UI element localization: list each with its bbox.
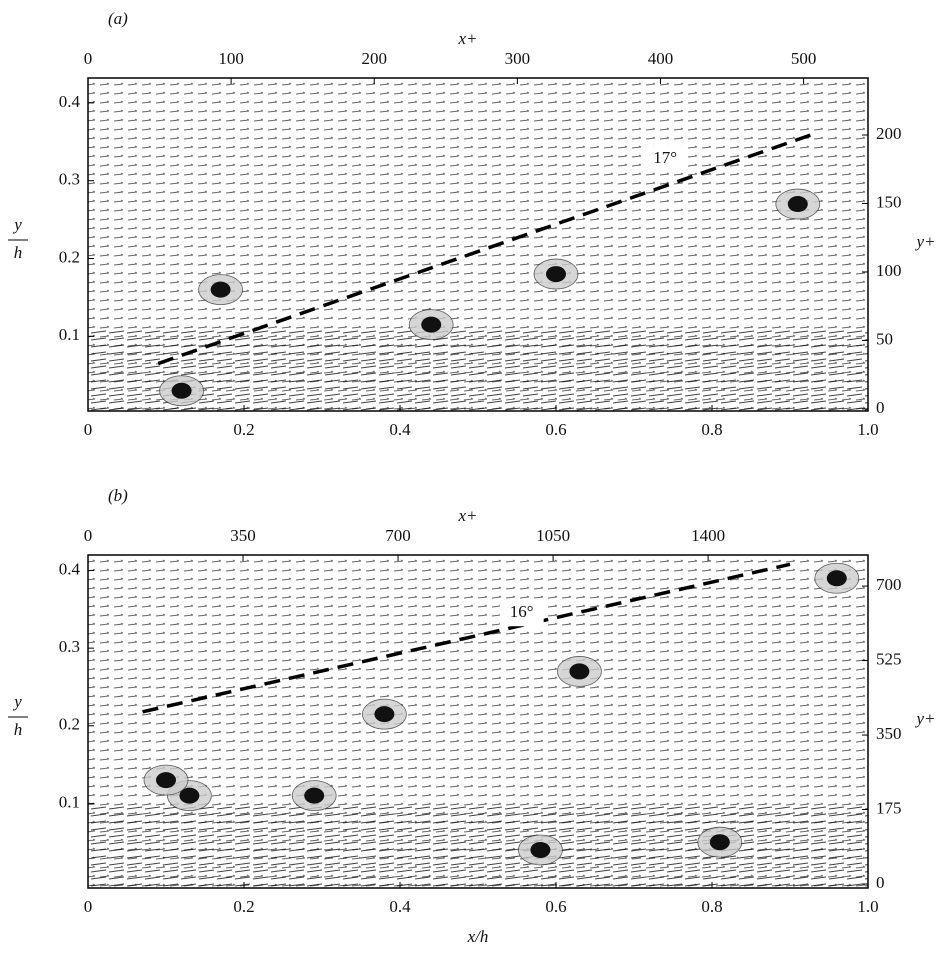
x-axis-label: x/h [467, 927, 489, 946]
x2-tick-label: 700 [385, 526, 411, 545]
vortex-core [826, 570, 847, 587]
x-tick-label: 0.6 [545, 897, 566, 916]
y-tick-label: 0.1 [59, 325, 80, 344]
y2-tick-label: 525 [876, 649, 902, 668]
x-tick-label: 0.8 [701, 897, 722, 916]
dashed-line [157, 132, 814, 366]
y-tick-label: 0.1 [59, 792, 80, 811]
vortex-core [709, 834, 730, 851]
x2-tick-label: 0 [84, 526, 93, 545]
x2-axis-label: x+ [457, 29, 477, 48]
vortex-core [374, 706, 395, 723]
y2-tick-label: 50 [876, 329, 893, 348]
y-tick-label: 0.2 [59, 247, 80, 266]
dashed-line [142, 562, 791, 714]
x-tick-label: 0.4 [389, 897, 411, 916]
vortex-core [530, 841, 551, 858]
y2-tick-label: 200 [876, 124, 902, 143]
x-tick-label: 0.2 [233, 897, 254, 916]
y-tick-label: 0.3 [59, 170, 80, 189]
vortex-core [179, 787, 200, 804]
near-wall-vectors [88, 327, 868, 411]
x2-tick-label: 500 [791, 49, 817, 68]
y2-axis-label: y+ [914, 709, 935, 728]
panel-label: (a) [108, 9, 128, 28]
y2-axis-label: y+ [914, 232, 935, 251]
x2-tick-label: 200 [361, 49, 387, 68]
annotation: 17° [653, 148, 677, 167]
plot-frame [87, 77, 869, 412]
vortex-core [569, 663, 590, 680]
vortex-core [787, 196, 808, 213]
y2-tick-label: 175 [876, 798, 902, 817]
y2-tick-label: 350 [876, 724, 902, 743]
vortex-core [421, 316, 442, 333]
x-tick-label: 0.4 [389, 420, 411, 439]
x2-tick-label: 300 [505, 49, 531, 68]
plot-frame [87, 554, 869, 889]
annotation-bg [643, 145, 688, 172]
x-tick-label: 0.6 [545, 420, 566, 439]
y2-tick-label: 700 [876, 575, 902, 594]
x-tick-label: 0.2 [233, 420, 254, 439]
y2-tick-label: 150 [876, 192, 902, 211]
vortex-core [304, 787, 325, 804]
x2-tick-label: 400 [648, 49, 674, 68]
panel-label: (b) [108, 486, 128, 505]
x2-tick-label: 0 [84, 49, 93, 68]
vortex-core [546, 266, 566, 283]
y-tick-label: 0.3 [59, 637, 80, 656]
x2-tick-label: 350 [230, 526, 256, 545]
x-tick-label: 0 [84, 897, 93, 916]
y-axis-label-den: h [14, 243, 23, 262]
y2-tick-label: 0 [876, 398, 885, 417]
vortex-core [156, 772, 176, 789]
x2-tick-label: 1050 [536, 526, 570, 545]
y2-tick-label: 0 [876, 873, 885, 892]
y-axis-label-num: y [12, 215, 22, 234]
vortex-core [210, 281, 231, 298]
annotation-bg [499, 600, 544, 627]
y2-tick-label: 100 [876, 261, 902, 280]
x-tick-label: 1.0 [857, 897, 878, 916]
x2-tick-label: 100 [218, 49, 244, 68]
y-tick-label: 0.2 [59, 715, 80, 734]
vortex-core [171, 382, 192, 399]
near-wall-vectors [88, 804, 868, 888]
x2-tick-label: 1400 [691, 526, 725, 545]
y-axis-label-den: h [14, 720, 23, 739]
annotation: 16° [510, 602, 534, 621]
x-tick-label: 0 [84, 420, 93, 439]
y-tick-label: 0.4 [59, 559, 81, 578]
x-tick-label: 0.8 [701, 420, 722, 439]
y-axis-label-num: y [12, 692, 22, 711]
x-tick-label: 1.0 [857, 420, 878, 439]
y-tick-label: 0.4 [59, 92, 81, 111]
x2-axis-label: x+ [457, 506, 477, 525]
